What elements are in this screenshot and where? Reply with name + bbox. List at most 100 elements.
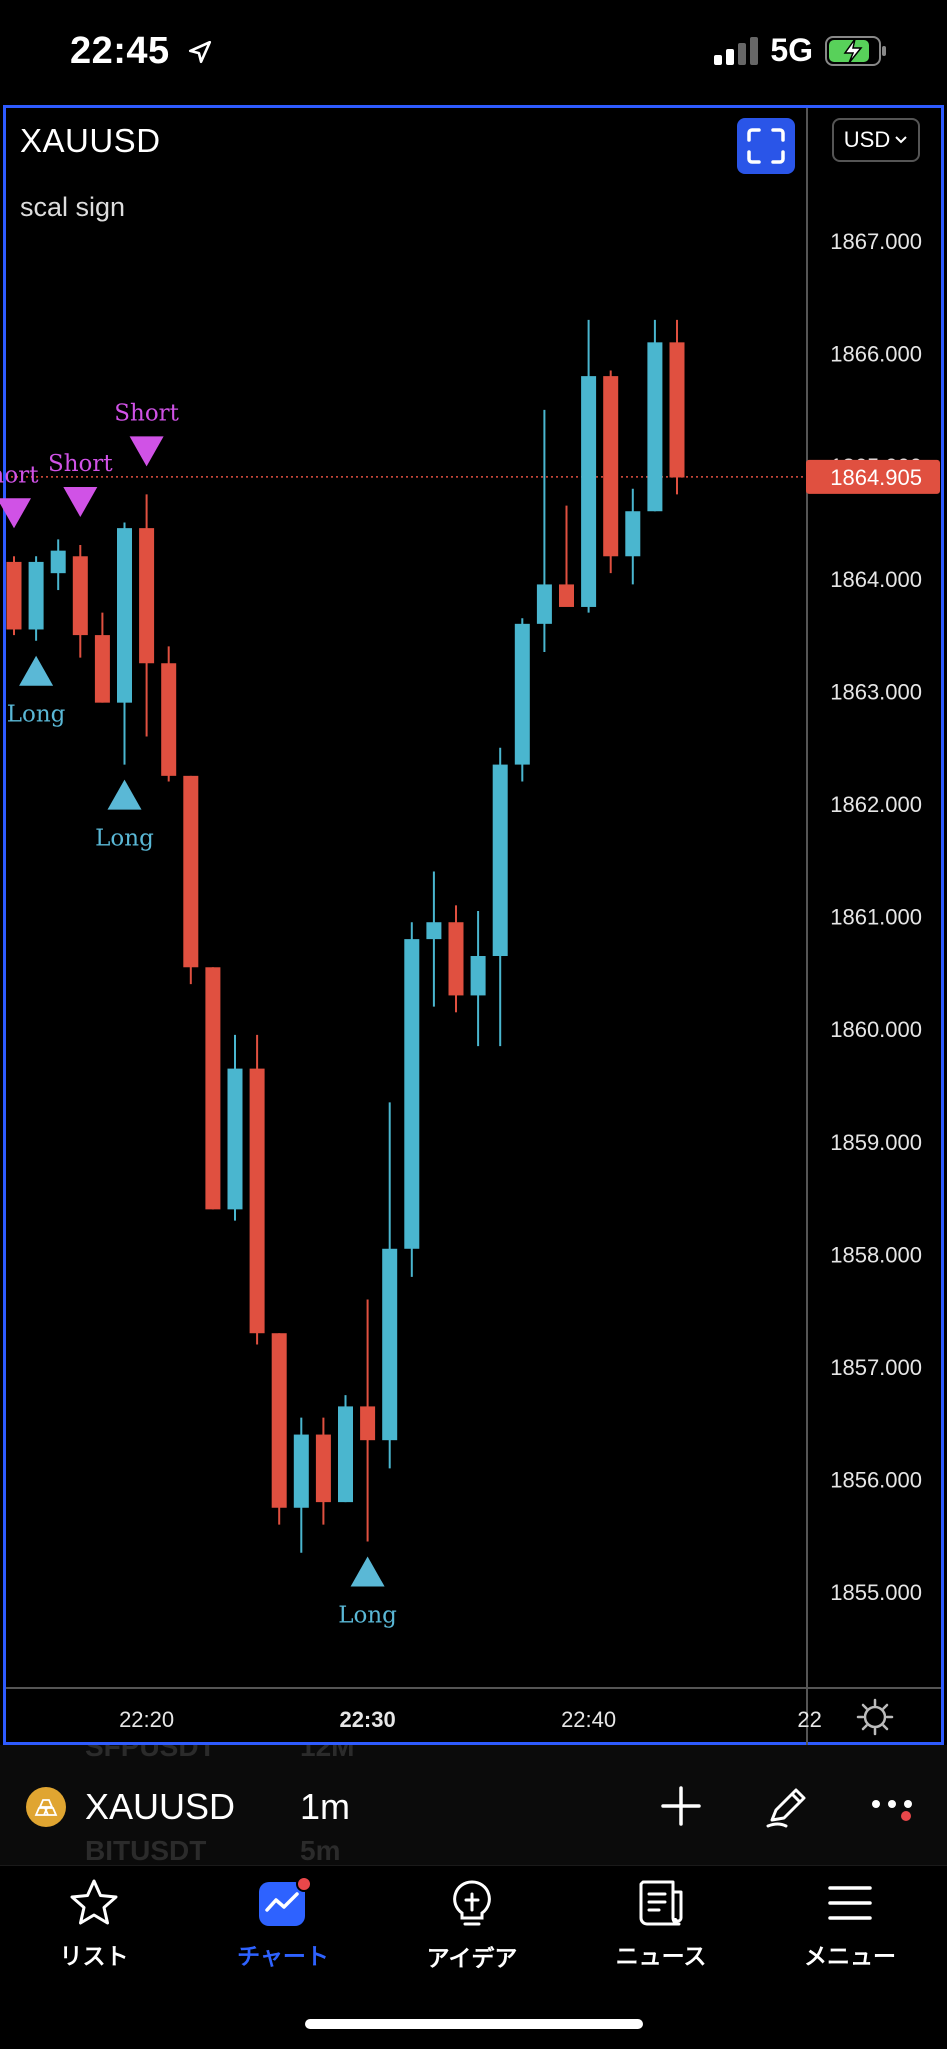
- menu-icon: [828, 1886, 872, 1920]
- fullscreen-button[interactable]: [737, 118, 795, 174]
- long-signal-marker: [107, 779, 142, 810]
- ghost-symbol-above: SFPUSDT: [85, 1745, 216, 1762]
- price-tick-label: 1867.000: [830, 229, 922, 254]
- chart-symbol-title[interactable]: XAUUSD: [20, 122, 161, 159]
- drawing-tools-button[interactable]: [762, 1780, 814, 1832]
- candle-bull: [227, 1068, 243, 1210]
- nav-item-ideas[interactable]: アイデア: [397, 1878, 547, 1973]
- long-signal-marker: [19, 655, 54, 686]
- price-tick-label: 1864.000: [830, 567, 922, 592]
- fullscreen-icon: [747, 128, 785, 164]
- candle-bear: [161, 663, 177, 776]
- status-bar: 22:45 5G: [0, 0, 947, 105]
- ghost-interval-above: 12M: [300, 1745, 355, 1762]
- add-button[interactable]: [655, 1780, 707, 1832]
- candle-bear: [139, 528, 155, 664]
- candlestick-chart[interactable]: 1867.0001866.0001865.0001864.0001863.000…: [0, 0, 947, 1745]
- candle-bull: [536, 584, 552, 624]
- nav-item-news[interactable]: ニュース: [586, 1878, 736, 1971]
- current-price-badge: [806, 459, 940, 494]
- candle-bear: [360, 1406, 376, 1441]
- candle-bull: [492, 764, 508, 957]
- more-button[interactable]: [868, 1780, 920, 1832]
- chevron-down-icon: [895, 136, 907, 144]
- candle-bull: [50, 550, 66, 574]
- candle-bull: [28, 561, 44, 630]
- candle-bear: [271, 1333, 287, 1508]
- time-tick-label: 22:20: [119, 1707, 174, 1732]
- short-signal-marker: [129, 436, 164, 467]
- home-indicator: [305, 2019, 643, 2029]
- more-dots-icon: [872, 1800, 912, 1821]
- battery-charging-icon: [825, 35, 886, 66]
- candle-bull: [647, 342, 663, 512]
- currency-selector[interactable]: USD: [832, 118, 920, 162]
- signal-bars-icon: [714, 36, 759, 65]
- candle-bull: [426, 922, 442, 940]
- symbol-toolbar: SFPUSDT 12M BITUSDT 5m: [0, 1745, 947, 1865]
- long-signal-label: Long: [95, 826, 154, 852]
- nav-label-list: リスト: [59, 1944, 129, 1970]
- chart-icon: [259, 1876, 312, 1926]
- location-arrow-icon: [188, 40, 211, 64]
- candle-bear: [559, 584, 574, 607]
- candle-bull: [581, 376, 597, 607]
- price-tick-label: 1858.000: [830, 1242, 922, 1267]
- currency-label: USD: [843, 127, 891, 152]
- nav-item-menu[interactable]: メニュー: [775, 1878, 925, 1971]
- price-tick-label: 1860.000: [830, 1017, 922, 1042]
- candle-bear: [603, 376, 619, 557]
- candle-bear: [205, 967, 221, 1210]
- price-tick-label: 1855.000: [830, 1580, 922, 1605]
- news-icon: [639, 1880, 683, 1926]
- price-tick-label: 1862.000: [830, 792, 922, 817]
- pen-icon: [766, 1788, 806, 1828]
- toolbar-interval[interactable]: 1m: [300, 1786, 351, 1827]
- price-tick-label: 1866.000: [830, 342, 922, 367]
- candle-bear: [249, 1068, 265, 1334]
- nav-label-menu: メニュー: [804, 1944, 896, 1970]
- price-tick-label: 1859.000: [830, 1130, 922, 1155]
- candle-bear: [669, 342, 685, 478]
- candle-bear: [315, 1434, 331, 1503]
- chart-frame[interactable]: [3, 105, 944, 1745]
- candle-bull: [514, 623, 530, 765]
- network-type: 5G: [770, 32, 813, 68]
- price-tick-label: 1863.000: [830, 679, 922, 704]
- current-price-label: 1864.905: [830, 465, 922, 490]
- price-tick-label: 1856.000: [830, 1468, 922, 1493]
- nav-item-list[interactable]: リスト: [19, 1878, 169, 1971]
- short-signal-marker: [63, 487, 98, 518]
- candle-bull: [625, 511, 641, 557]
- ghost-interval-below: 5m: [300, 1835, 341, 1865]
- short-signal-label: hort: [0, 462, 39, 488]
- nav-label-ideas: アイデア: [426, 1946, 518, 1972]
- candle-bear: [183, 775, 199, 968]
- status-indicators: 5G: [714, 32, 887, 69]
- toolbar-symbol[interactable]: XAUUSD: [85, 1786, 236, 1827]
- indicator-label[interactable]: scal sign: [20, 192, 126, 222]
- time-tick-label: 22: [797, 1707, 821, 1732]
- time-tick-label: 22:40: [561, 1707, 616, 1732]
- candle-bull: [338, 1406, 353, 1503]
- chart-settings-icon[interactable]: [856, 1698, 894, 1736]
- candle-bull: [404, 939, 420, 1249]
- price-tick-label: 1861.000: [830, 905, 922, 930]
- time-tick-label: 22:30: [339, 1707, 395, 1732]
- status-time: 22:45: [70, 30, 213, 73]
- candle-bull: [293, 1434, 309, 1508]
- price-tick-label: 1857.000: [830, 1355, 922, 1380]
- lightbulb-icon: [453, 1880, 491, 1926]
- candle-bear: [72, 556, 88, 636]
- candle-bear: [94, 635, 110, 703]
- long-signal-label: Long: [338, 1603, 397, 1629]
- nav-label-news: ニュース: [615, 1944, 707, 1970]
- nav-item-chart[interactable]: チャート: [208, 1876, 358, 1971]
- short-signal-marker: [0, 498, 31, 529]
- short-signal-label: Short: [114, 400, 179, 426]
- nav-label-chart: チャート: [237, 1944, 329, 1970]
- plus-icon: [661, 1786, 701, 1826]
- candle-bull: [382, 1248, 398, 1441]
- long-signal-marker: [350, 1556, 385, 1587]
- candle-bull: [117, 528, 132, 703]
